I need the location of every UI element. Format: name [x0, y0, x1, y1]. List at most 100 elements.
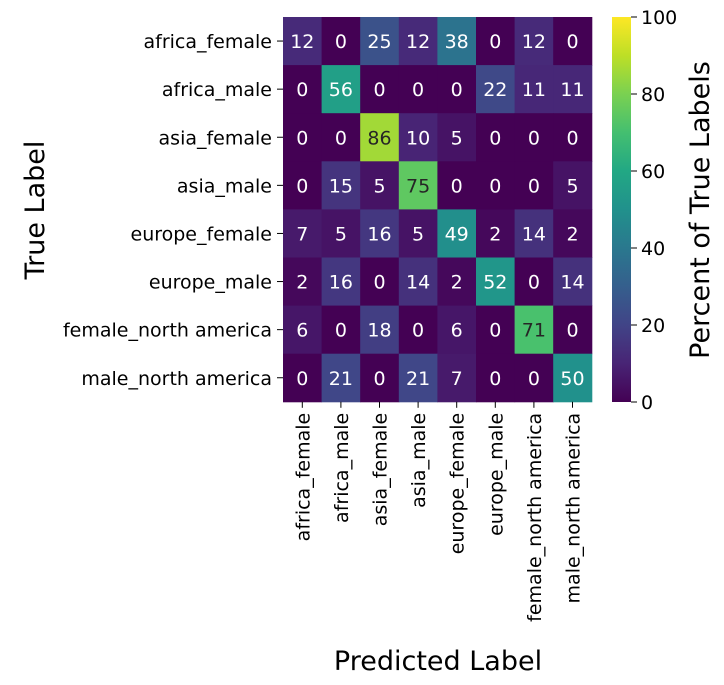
cell-value-label: 12 — [522, 31, 546, 53]
heatmap-cell — [437, 257, 477, 307]
cell-value-label: 38 — [445, 31, 469, 53]
heatmap-cell — [360, 17, 400, 66]
heatmap-cell — [321, 305, 361, 355]
cell-value-label: 0 — [566, 31, 578, 53]
cell-value-label: 0 — [566, 127, 578, 149]
y-axis-label: True Label — [20, 141, 51, 281]
cell-value-label: 5 — [451, 127, 463, 149]
x-tick-label: europe_female — [447, 413, 469, 555]
y-tick-label: africa_female — [143, 31, 272, 53]
heatmap-cell — [360, 353, 400, 403]
cell-value-label: 25 — [367, 31, 391, 53]
cell-value-label: 0 — [296, 127, 308, 149]
cell-value-label: 0 — [528, 272, 540, 294]
heatmap-cell — [360, 65, 400, 114]
heatmap-cell — [553, 305, 593, 355]
cell-value-label: 0 — [489, 368, 501, 390]
cell-value-label: 0 — [489, 320, 501, 342]
cell-value-label: 0 — [412, 79, 424, 101]
heatmap-cell — [476, 65, 516, 114]
x-tick-label: male_north america — [563, 413, 585, 604]
cell-value-label: 2 — [296, 272, 308, 294]
heatmap-cell — [437, 305, 477, 355]
cell-value-label: 0 — [296, 368, 308, 390]
cell-value-label: 0 — [489, 175, 501, 197]
y-tick-label: asia_female — [159, 127, 272, 149]
cell-value-label: 0 — [528, 175, 540, 197]
heatmap-cell — [360, 113, 400, 162]
cell-value-label: 15 — [329, 175, 353, 197]
heatmap-cell — [476, 305, 516, 355]
heatmap-cell — [360, 161, 400, 210]
y-tick-label: africa_male — [162, 79, 272, 101]
heatmap-cell — [553, 353, 593, 403]
heatmap-cell — [398, 113, 438, 162]
cell-value-label: 0 — [335, 127, 347, 149]
heatmap-cell — [476, 113, 516, 162]
heatmap-cell — [360, 305, 400, 355]
cell-value-label: 0 — [412, 320, 424, 342]
cell-value-label: 2 — [451, 272, 463, 294]
colorbar-tick-label: 60 — [641, 161, 665, 183]
heatmap-cell — [283, 161, 323, 210]
cell-value-label: 0 — [451, 175, 463, 197]
heatmap-cell — [398, 17, 438, 66]
cell-value-label: 0 — [373, 368, 385, 390]
heatmap-cell — [553, 161, 593, 210]
heatmap-cell — [514, 65, 554, 114]
heatmap-cell — [514, 161, 554, 210]
heatmap-cell — [553, 65, 593, 114]
heatmap-cell — [398, 353, 438, 403]
heatmap-cell — [360, 257, 400, 307]
heatmap-cell — [553, 113, 593, 162]
heatmap-cell — [514, 257, 554, 307]
heatmap-cell — [514, 17, 554, 66]
y-tick-label: europe_female — [131, 223, 273, 245]
colorbar-tick-label: 0 — [641, 392, 653, 414]
cell-value-label: 75 — [406, 175, 430, 197]
colorbar — [612, 17, 631, 402]
cell-value-label: 12 — [406, 31, 430, 53]
heatmap-cell — [321, 65, 361, 114]
cell-value-label: 50 — [560, 368, 584, 390]
heatmap-cell — [553, 17, 593, 66]
heatmap-cell — [283, 353, 323, 403]
cell-value-label: 0 — [451, 79, 463, 101]
cell-value-label: 5 — [566, 175, 578, 197]
heatmap-cell — [398, 65, 438, 114]
cell-value-label: 52 — [483, 272, 507, 294]
cell-value-label: 0 — [335, 31, 347, 53]
cell-value-label: 21 — [329, 368, 353, 390]
y-tick-label: female_north america — [63, 320, 272, 342]
cell-value-label: 14 — [522, 223, 546, 245]
cell-value-label: 5 — [373, 175, 385, 197]
cell-value-label: 0 — [296, 79, 308, 101]
y-axis-ticks: africa_female africa_male asia_female asia_… — [63, 31, 283, 390]
x-axis-ticks: africa_female africa_male asia_female asia_… — [292, 401, 585, 622]
cell-value-label: 2 — [489, 223, 501, 245]
cell-value-label: 2 — [566, 223, 578, 245]
cell-value-label: 10 — [406, 127, 430, 149]
heatmap-cell — [283, 17, 323, 66]
heatmap-cell — [514, 305, 554, 355]
colorbar-tick-label: 40 — [641, 238, 665, 260]
cell-value-label: 0 — [528, 127, 540, 149]
heatmap-cell — [321, 113, 361, 162]
colorbar-label: Percent of True Labels — [685, 61, 716, 359]
heatmap-cell — [514, 209, 554, 258]
x-tick-label: asia_male — [408, 413, 430, 508]
cell-value-label: 49 — [445, 223, 469, 245]
colorbar-ticks: 0 20 40 60 80 100 — [631, 7, 677, 414]
heatmap-cell — [514, 113, 554, 162]
cell-value-label: 0 — [335, 320, 347, 342]
cell-value-label: 12 — [290, 31, 314, 53]
cell-value-label: 7 — [451, 368, 463, 390]
heatmap-cell — [437, 113, 477, 162]
heatmap-cell — [437, 17, 477, 66]
x-tick-label: female_north america — [524, 413, 546, 622]
heatmap-cell — [321, 17, 361, 66]
cell-value-label: 6 — [451, 320, 463, 342]
cell-value-label: 0 — [373, 79, 385, 101]
heatmap-cell — [398, 305, 438, 355]
cell-value-label: 86 — [367, 127, 391, 149]
